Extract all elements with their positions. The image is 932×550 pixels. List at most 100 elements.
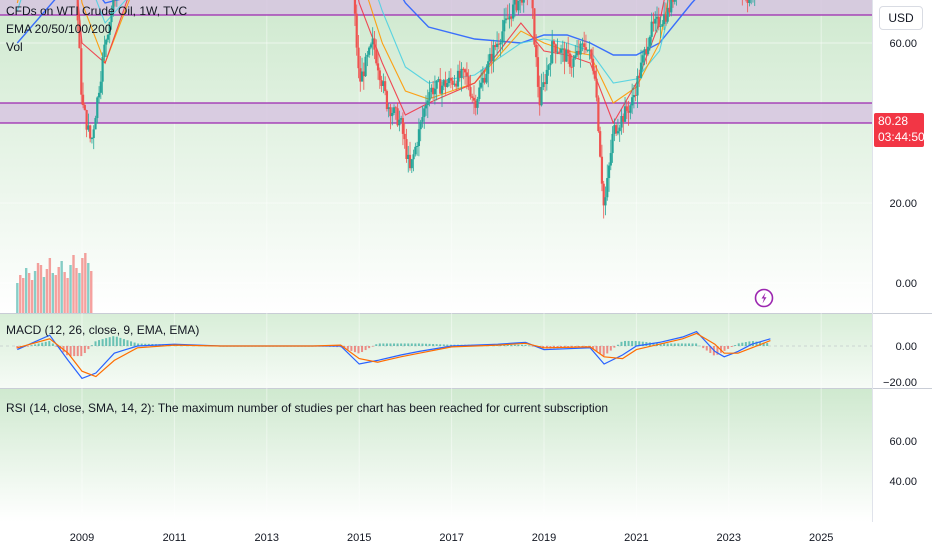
candle-body: [368, 47, 371, 55]
macd-histogram-bar: [741, 342, 744, 346]
candle-body: [519, 0, 522, 1]
macd-histogram-bar: [680, 343, 683, 346]
volume-bar: [72, 255, 75, 313]
candle-body: [476, 99, 479, 108]
candle-body: [508, 16, 511, 20]
macd-histogram-bar: [744, 342, 747, 346]
candle-body: [479, 82, 483, 88]
rsi-axis-label: 40.00: [889, 476, 917, 488]
currency-button[interactable]: USD: [879, 6, 923, 30]
volume-bar: [87, 263, 90, 313]
macd-histogram-bar: [762, 342, 765, 346]
volume-bar: [24, 268, 28, 313]
volume-bar: [75, 268, 78, 313]
candle-body: [451, 80, 454, 85]
macd-histogram-bar: [378, 343, 381, 346]
candle-body: [378, 70, 381, 81]
last-price-tag: 80.28 03:44:50: [874, 113, 925, 147]
volume-bar: [90, 271, 93, 313]
candle-body: [359, 68, 362, 82]
volume-bar: [54, 275, 57, 313]
macd-histogram-bar: [631, 340, 634, 346]
candle-body: [568, 53, 572, 67]
ema100-line: [16, 0, 673, 84]
macd-histogram-bar: [66, 346, 69, 356]
macd-histogram-bar: [26, 346, 29, 347]
candle-body: [485, 73, 488, 83]
macd-histogram-bar: [87, 346, 90, 350]
volume-indicator-label[interactable]: Vol: [6, 40, 23, 54]
price-zone: [0, 103, 872, 123]
candle-body: [638, 76, 641, 78]
volume-bar: [16, 283, 19, 313]
candle-body: [545, 69, 548, 85]
macd-histogram-bar: [727, 346, 730, 349]
candle-body: [487, 61, 490, 74]
symbol-title[interactable]: CFDs on WTI Crude Oil, 1W, TVC: [6, 4, 188, 18]
candle-body: [417, 129, 421, 146]
candle-body: [661, 24, 664, 27]
volume-bar: [19, 275, 22, 313]
candle-body: [448, 77, 451, 84]
macd-histogram-bar: [528, 345, 531, 347]
macd-histogram-bar: [425, 343, 428, 346]
candle-body: [623, 106, 627, 122]
candle-body: [668, 7, 671, 13]
macd-histogram-bar: [641, 341, 644, 346]
candle-body: [405, 139, 408, 159]
candle-body: [369, 44, 373, 48]
macd-histogram-bar: [37, 343, 40, 346]
candle-body: [366, 54, 369, 57]
candle-body: [385, 91, 389, 110]
candle-body: [380, 80, 383, 87]
candle-body: [663, 14, 666, 25]
candle-body: [579, 43, 582, 55]
candle-body: [419, 121, 422, 130]
macd-axis-label: −20.00: [883, 377, 917, 389]
volume-bar: [33, 271, 37, 313]
candle-body: [494, 45, 497, 48]
macd-indicator-label[interactable]: MACD (12, 26, close, 9, EMA, EMA): [6, 323, 200, 337]
candle-body: [627, 110, 630, 113]
candle-body: [586, 49, 589, 51]
candle-body: [444, 80, 447, 87]
macd-histogram-bar: [627, 340, 630, 346]
candle-body: [78, 20, 81, 49]
candle-body: [511, 4, 515, 19]
candle-body: [535, 44, 538, 58]
ema-indicator-label[interactable]: EMA 20/50/100/200: [6, 22, 112, 36]
macd-histogram-bar: [94, 341, 97, 346]
macd-histogram-bar: [442, 344, 445, 346]
macd-histogram-bar: [432, 344, 435, 346]
candle-body: [474, 100, 477, 108]
candle-body: [490, 53, 493, 62]
candle-body: [110, 10, 113, 23]
macd-histogram-bar: [691, 343, 694, 346]
candle-body: [488, 53, 492, 62]
candle-body: [99, 81, 102, 93]
candle-body: [428, 92, 431, 101]
candle-body: [471, 96, 474, 98]
macd-histogram-bar: [652, 342, 655, 346]
candle-body: [90, 138, 94, 140]
candle-body: [80, 48, 83, 95]
candle-body: [659, 26, 662, 28]
rsi-indicator-label[interactable]: RSI (14, close, SMA, 14, 2): The maximum…: [6, 401, 609, 415]
macd-histogram-bar: [410, 343, 413, 346]
macd-histogram-bar: [503, 344, 506, 346]
candle-body: [83, 105, 86, 111]
candle-body: [643, 49, 646, 56]
macd-histogram-bar: [520, 344, 523, 346]
volume-bar: [81, 258, 84, 313]
candle-body: [504, 18, 508, 21]
candle-body: [654, 18, 657, 24]
macd-histogram-bar: [126, 340, 129, 346]
macd-histogram-bar: [435, 344, 438, 346]
candle-body: [106, 34, 110, 40]
candle-body: [85, 110, 88, 130]
volume-bar: [30, 280, 34, 313]
candle-body: [364, 56, 367, 77]
candle-body: [433, 88, 436, 95]
